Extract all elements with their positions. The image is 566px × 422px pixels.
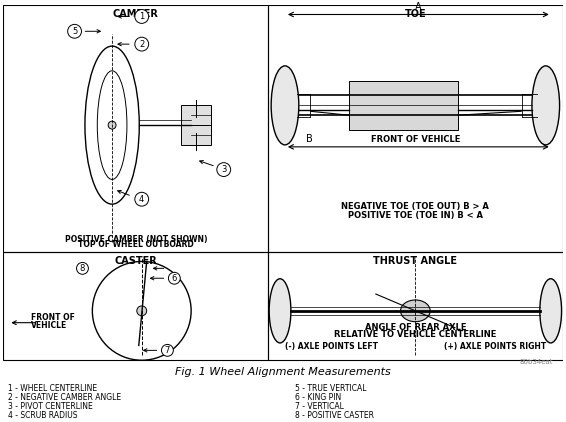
Text: 8 - POSITIVE CASTER: 8 - POSITIVE CASTER: [295, 411, 374, 419]
Text: VEHICLE: VEHICLE: [31, 321, 67, 330]
Ellipse shape: [108, 121, 116, 129]
Circle shape: [135, 192, 149, 206]
Ellipse shape: [401, 300, 430, 322]
Bar: [3, 5, 268, 252]
Ellipse shape: [271, 66, 299, 145]
Circle shape: [137, 306, 147, 316]
Circle shape: [135, 10, 149, 23]
Text: 6 - KING PIN: 6 - KING PIN: [295, 393, 341, 402]
Text: CASTER: CASTER: [114, 255, 157, 265]
Text: (+) AXLE POINTS RIGHT: (+) AXLE POINTS RIGHT: [444, 342, 546, 352]
Text: 4 - SCRUB RADIUS: 4 - SCRUB RADIUS: [8, 411, 78, 419]
Text: 5: 5: [72, 27, 77, 36]
Text: 3 - PIVOT CENTERLINE: 3 - PIVOT CENTERLINE: [8, 402, 93, 411]
Text: CAMBER: CAMBER: [113, 8, 158, 19]
Text: 2 - NEGATIVE CAMBER ANGLE: 2 - NEGATIVE CAMBER ANGLE: [8, 393, 122, 402]
Text: 5 - TRUE VERTICAL: 5 - TRUE VERTICAL: [295, 384, 366, 393]
Text: FRONT OF VEHICLE: FRONT OF VEHICLE: [371, 135, 460, 144]
Ellipse shape: [540, 279, 561, 343]
Bar: [268, 5, 563, 252]
Text: A: A: [415, 2, 422, 11]
Circle shape: [135, 37, 149, 51]
Circle shape: [161, 344, 173, 356]
Text: 4: 4: [139, 195, 144, 204]
Text: THRUST ANGLE: THRUST ANGLE: [374, 255, 457, 265]
Text: FRONT OF: FRONT OF: [31, 313, 75, 322]
Text: TOE: TOE: [405, 8, 426, 19]
Bar: [181, 106, 211, 145]
Circle shape: [68, 24, 82, 38]
Ellipse shape: [532, 66, 560, 145]
Text: NEGATIVE TOE (TOE OUT) B > A: NEGATIVE TOE (TOE OUT) B > A: [341, 202, 489, 211]
Bar: [3, 252, 268, 360]
Ellipse shape: [269, 279, 291, 343]
Text: 6: 6: [171, 274, 177, 283]
Text: 7: 7: [165, 346, 170, 355]
Circle shape: [217, 162, 231, 176]
Text: 8: 8: [80, 264, 85, 273]
Text: 7 - VERTICAL: 7 - VERTICAL: [295, 402, 344, 411]
Text: POSITIVE TOE (TOE IN) B < A: POSITIVE TOE (TOE IN) B < A: [348, 211, 483, 220]
Text: Fig. 1 Wheel Alignment Measurements: Fig. 1 Wheel Alignment Measurements: [175, 367, 391, 377]
Text: B: B: [306, 134, 316, 144]
Text: ANGLE OF REAR AXLE: ANGLE OF REAR AXLE: [365, 323, 466, 332]
Text: 2: 2: [139, 40, 144, 49]
Text: 1 - WHEEL CENTERLINE: 1 - WHEEL CENTERLINE: [8, 384, 97, 393]
Circle shape: [76, 262, 88, 274]
Text: 1: 1: [139, 12, 144, 21]
Bar: [268, 252, 563, 360]
Text: POSITIVE CAMBER (NOT SHOWN): POSITIVE CAMBER (NOT SHOWN): [65, 235, 207, 243]
Bar: [349, 81, 458, 130]
Text: TOP OF WHEEL OUTBOARD: TOP OF WHEEL OUTBOARD: [78, 240, 194, 249]
Text: 3: 3: [221, 165, 226, 174]
Text: 80b34eat: 80b34eat: [519, 359, 552, 365]
Text: RELATIVE TO VEHICLE CENTERLINE: RELATIVE TO VEHICLE CENTERLINE: [334, 330, 496, 338]
Circle shape: [169, 272, 180, 284]
Text: (-) AXLE POINTS LEFT: (-) AXLE POINTS LEFT: [285, 342, 378, 352]
